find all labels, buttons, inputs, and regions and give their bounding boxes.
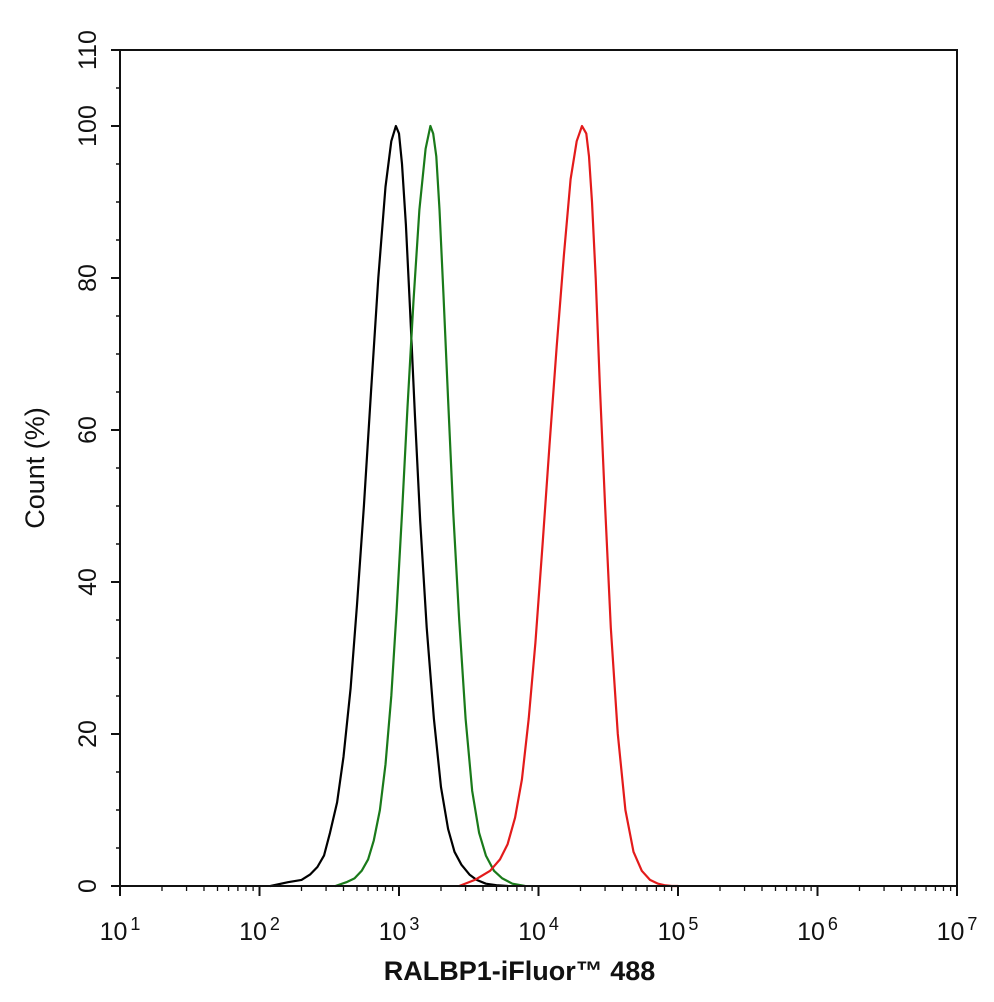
series-line-3 bbox=[458, 124, 680, 888]
x-tick-label: 10 2 bbox=[239, 914, 280, 946]
y-tick-label: 100 bbox=[74, 105, 102, 147]
x-tick-label: 10 6 bbox=[797, 914, 838, 946]
series-line-1 bbox=[269, 124, 509, 888]
x-tick-label: 10 3 bbox=[379, 914, 420, 946]
x-tick-label: 10 5 bbox=[658, 914, 699, 946]
y-tick-label: 20 bbox=[74, 720, 102, 748]
y-tick-label: 0 bbox=[74, 879, 102, 893]
x-tick-label: 10 1 bbox=[100, 914, 141, 946]
y-tick-label: 40 bbox=[74, 568, 102, 596]
x-axis-ticks: 10 1 10 2 10 3 10 4 10 5 10 6 10 7 bbox=[100, 886, 978, 946]
y-tick-label: 60 bbox=[74, 416, 102, 444]
x-axis-title: RALBP1-iFluor™ 488 bbox=[384, 956, 656, 986]
x-tick-label: 10 7 bbox=[937, 914, 978, 946]
y-tick-label: 110 bbox=[74, 30, 102, 70]
x-tick-label: 10 4 bbox=[518, 914, 559, 946]
y-axis-title: Count (%) bbox=[20, 407, 50, 529]
y-axis-ticks: 0 20 40 60 80 100 110 bbox=[74, 30, 120, 893]
plot-frame bbox=[119, 49, 958, 887]
series-line-2 bbox=[334, 124, 527, 888]
histogram-curves bbox=[269, 124, 680, 888]
y-tick-label: 80 bbox=[74, 264, 102, 292]
